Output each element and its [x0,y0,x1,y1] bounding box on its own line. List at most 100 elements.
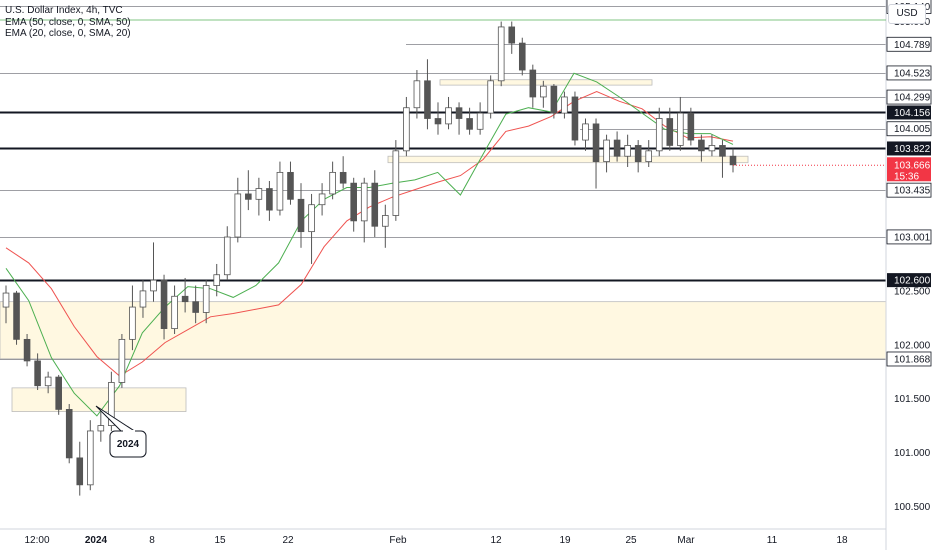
candle [223,226,231,281]
candle [97,409,105,442]
candle [171,285,178,334]
countdown-label: 15:36 [894,171,919,182]
candle [192,285,199,324]
candle [23,333,31,367]
candle [655,107,663,157]
candle-body [13,292,20,340]
candle-body [582,123,589,141]
candle [613,131,621,162]
candle-body [434,118,442,125]
candle [508,21,516,54]
candle-body [160,279,168,330]
candle-body [329,171,336,195]
candle-body [202,285,210,313]
candle [339,156,347,189]
level-tag-box [886,182,932,198]
candle-body [255,188,263,200]
level-tag-label: 104.156 [894,108,931,119]
level-tag: 104.523 [886,65,932,81]
levels-layer [0,6,886,360]
candle-body [476,112,484,130]
candle [666,107,674,151]
candle-body [181,295,189,303]
candle-body [550,85,558,114]
time-axis[interactable]: 12:00 2024 8 15 22 Feb 12 19 25 Mar 11 18 [0,528,886,546]
candle-body [698,139,705,152]
x-tick-label: 15 [214,535,226,546]
level-tag: 103.822 [887,141,931,156]
candle-body [318,193,326,206]
candle [276,161,284,216]
price-axis[interactable]: 100.500101.000101.500102.000102.500105.0… [733,0,932,550]
ema50-line [5,91,734,377]
y-tick-label: 101.500 [894,394,931,405]
candle-body [2,292,10,308]
candle-body [86,430,94,486]
level-tag-label: 103.001 [894,232,931,243]
candle [729,148,737,173]
candle [86,420,94,491]
level-tag: 103.001 [886,229,932,245]
currency-button[interactable]: USD [888,4,926,24]
candle [708,134,716,157]
x-tick-label: 18 [836,535,848,546]
candle-body [592,123,600,163]
candle [592,118,600,189]
level-tag: 104.789 [886,36,932,52]
level-tag-box [886,36,932,52]
zone-rect[interactable] [0,301,887,360]
candle-body [466,118,473,130]
legend-ema20[interactable]: EMA (20, close, 0, SMA, 20) [5,28,131,39]
candle [44,371,52,394]
candle [698,134,705,162]
ema20-line [5,72,734,417]
level-tag-box [886,351,932,367]
candle [318,183,326,216]
x-tick-label: Mar [677,535,695,546]
zone-rect[interactable] [387,155,749,164]
candle-body [561,96,568,114]
candle [382,204,389,248]
candle-body [276,171,284,211]
level-tag-box [887,105,931,120]
y-tick-label: 102.500 [894,286,931,297]
candle-body [529,69,537,98]
candle [561,91,568,119]
x-tick-label: 11 [767,535,778,546]
candle-body [624,145,631,157]
candle [181,277,189,313]
level-tag-box [886,65,932,81]
candle-body [487,80,494,114]
candles-layer [2,21,737,496]
candle-body [666,118,674,146]
level-tag: 102.600 [887,273,931,288]
candle [160,274,168,340]
candle [350,177,357,232]
candle-body [55,376,62,410]
candle [687,107,695,146]
legend-ema50[interactable]: EMA (50, close, 0, SMA, 50) [5,16,131,28]
candle-body [613,139,621,157]
candle [487,75,494,119]
zone-rect[interactable] [439,79,653,86]
candle-body [392,150,400,216]
candle [266,181,273,221]
candle-body [655,118,663,152]
level-tag-box [886,121,932,137]
candle [571,91,579,146]
annotation-callout[interactable]: 2024 [95,405,147,458]
level-tag-label: 103.435 [894,186,931,197]
candle-body [97,425,105,432]
candle [392,140,400,221]
candle-body [518,42,526,71]
candle-body [445,107,452,125]
candle [476,102,484,135]
candle [550,84,558,119]
candle-body [382,215,389,227]
x-tick-label: 8 [149,535,155,546]
candle [118,333,126,388]
candle-body [455,107,463,119]
candle [297,183,305,248]
